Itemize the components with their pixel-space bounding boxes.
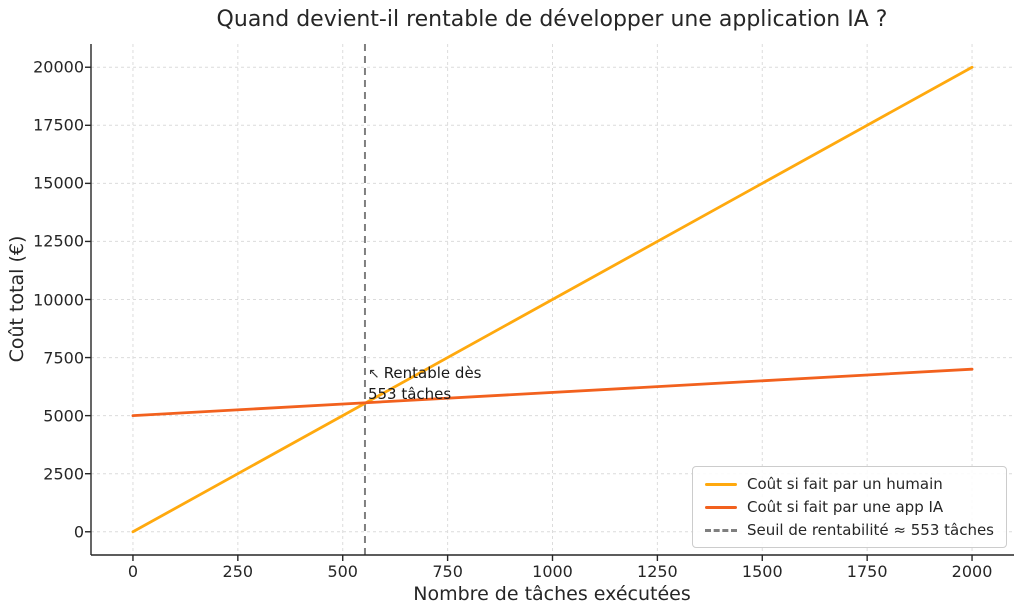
x-axis-label: Nombre de tâches exécutées: [413, 583, 691, 605]
y-tick-label: 10000: [33, 290, 84, 309]
legend-dashed-line-icon: [704, 528, 737, 532]
legend-label-humain: Coût si fait par un humain: [746, 475, 943, 493]
y-tick-label: 7500: [43, 348, 84, 368]
y-tick-label: 20000: [33, 57, 84, 77]
y-tick-label: 15000: [33, 173, 84, 193]
y-tick-label: 2500: [43, 464, 84, 484]
legend: Coût si fait par un humain Coût si fait …: [691, 466, 1007, 548]
x-tick-label: 0: [127, 562, 139, 581]
annotation-text-line2: 553 tâches: [367, 385, 452, 404]
breakeven-annotation: ↖ Rentable dès 553 tâches: [368, 363, 482, 404]
x-tick-label: 750: [432, 562, 463, 581]
arrow-up-left-icon: ↖: [367, 366, 380, 383]
legend-item-humain: Coût si fait par un humain: [704, 475, 994, 493]
chart-title: Quand devient-il rentable de développer …: [216, 7, 888, 32]
y-tick-label: 0: [73, 522, 84, 542]
x-tick-label: 1750: [846, 562, 888, 581]
legend-line-app-ia-icon: [704, 505, 737, 509]
x-tick-label: 1500: [741, 562, 783, 581]
y-tick-label: 5000: [43, 406, 84, 426]
x-tick-label: 1250: [637, 562, 678, 581]
annotation-text-line1: Rentable dès: [383, 364, 482, 383]
legend-label-app-ia: Coût si fait par une app IA: [746, 498, 944, 516]
y-tick-label: 12500: [33, 231, 84, 251]
annotation-line1: ↖ Rentable dès: [368, 363, 482, 384]
x-tick-label: 1000: [532, 562, 573, 581]
legend-item-seuil: Seuil de rentabilité ≈ 553 tâches: [704, 521, 994, 539]
legend-label-seuil: Seuil de rentabilité ≈ 553 tâches: [746, 521, 994, 539]
y-tick-label: 17500: [33, 115, 84, 135]
legend-item-app-ia: Coût si fait par une app IA: [704, 498, 994, 516]
x-tick-label: 250: [222, 562, 254, 581]
legend-line-humain-icon: [704, 482, 737, 486]
x-tick-label: 2000: [951, 562, 993, 581]
y-axis-label: Coût total (€): [6, 235, 28, 363]
x-tick-label: 500: [327, 562, 358, 581]
